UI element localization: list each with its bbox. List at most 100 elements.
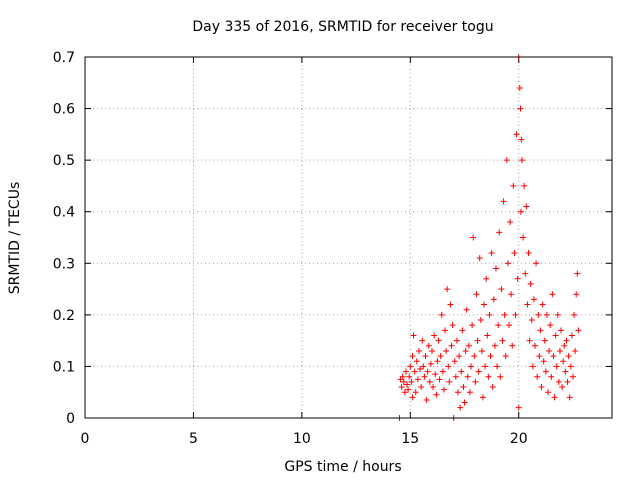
data-point (477, 317, 484, 324)
data-point (556, 347, 563, 354)
data-point (405, 386, 412, 393)
data-point (528, 317, 535, 324)
data-point (517, 105, 524, 112)
data-point (466, 389, 473, 396)
data-point (558, 327, 565, 334)
data-point (423, 396, 430, 403)
data-point (420, 363, 427, 370)
x-tick-label: 0 (81, 431, 90, 447)
data-point (512, 311, 519, 318)
data-point (408, 378, 415, 385)
data-point (574, 270, 581, 277)
data-point (475, 368, 482, 375)
data-point (462, 347, 469, 354)
data-point (498, 286, 505, 293)
data-point (572, 347, 579, 354)
data-point (532, 342, 539, 349)
data-point (522, 270, 529, 277)
data-point (424, 368, 431, 375)
data-point (485, 373, 492, 380)
y-tick-label: 0.1 (53, 359, 75, 375)
data-point (523, 203, 530, 210)
data-point (525, 249, 532, 256)
data-point (482, 363, 489, 370)
chart-title: Day 335 of 2016, SRMTID for receiver tog… (192, 19, 493, 35)
data-point (490, 296, 497, 303)
data-point (479, 394, 486, 401)
data-point (486, 311, 493, 318)
data-point (451, 358, 458, 365)
data-point (541, 337, 548, 344)
data-point (497, 373, 504, 380)
data-point (543, 311, 550, 318)
data-point (412, 389, 419, 396)
data-point (419, 337, 426, 344)
data-point (535, 311, 542, 318)
data-point (534, 373, 541, 380)
data-point (559, 384, 566, 391)
data-point (447, 301, 454, 308)
data-point (435, 337, 442, 344)
data-point (442, 327, 449, 334)
data-point (565, 353, 572, 360)
data-point (489, 384, 496, 391)
data-point (439, 368, 446, 375)
data-point (530, 296, 537, 303)
data-point (500, 198, 507, 205)
data-point (425, 342, 432, 349)
data-point (550, 353, 557, 360)
data-point (542, 368, 549, 375)
data-point (502, 353, 509, 360)
data-point (487, 353, 494, 360)
data-point (521, 182, 528, 189)
data-point (524, 301, 531, 308)
data-point (470, 234, 477, 241)
data-point (407, 363, 414, 370)
data-point (413, 358, 420, 365)
data-point (571, 311, 578, 318)
data-point (494, 363, 501, 370)
data-point (414, 376, 421, 383)
data-point (529, 363, 536, 370)
data-point (409, 353, 416, 360)
data-point (402, 368, 409, 375)
data-point (476, 255, 483, 262)
data-point (427, 360, 434, 367)
data-point (518, 136, 525, 143)
axis-ticks: 0 0.1 0.2 0.3 0.4 0.5 0.6 0.7 0 5 10 15 20 (53, 50, 612, 447)
x-tick-label: 15 (401, 431, 419, 447)
data-point (495, 322, 502, 329)
data-point (537, 327, 544, 334)
data-point (513, 131, 520, 138)
data-point (567, 363, 574, 370)
data-point (449, 322, 456, 329)
y-axis-label: SRMTID / TECUs (7, 182, 23, 295)
data-point (563, 337, 570, 344)
data-point (468, 363, 475, 370)
data-point (564, 378, 571, 385)
data-point (516, 84, 523, 91)
data-point (432, 371, 439, 378)
data-point (436, 376, 443, 383)
data-point (472, 378, 479, 385)
data-point (491, 342, 498, 349)
data-point (437, 353, 444, 360)
data-point (510, 182, 517, 189)
data-point (569, 373, 576, 380)
data-point (549, 291, 556, 298)
data-point (492, 265, 499, 272)
data-point (520, 234, 527, 241)
data-point (411, 368, 418, 375)
data-point (456, 353, 463, 360)
data-point (503, 157, 510, 164)
data-point (410, 332, 417, 339)
data-point (404, 381, 411, 388)
data-point (461, 399, 468, 406)
data-point (526, 337, 533, 344)
y-tick-label: 0.7 (53, 50, 75, 66)
y-tick-label: 0.4 (53, 205, 75, 221)
data-point (460, 384, 467, 391)
data-point (445, 363, 452, 370)
data-point (440, 386, 447, 393)
